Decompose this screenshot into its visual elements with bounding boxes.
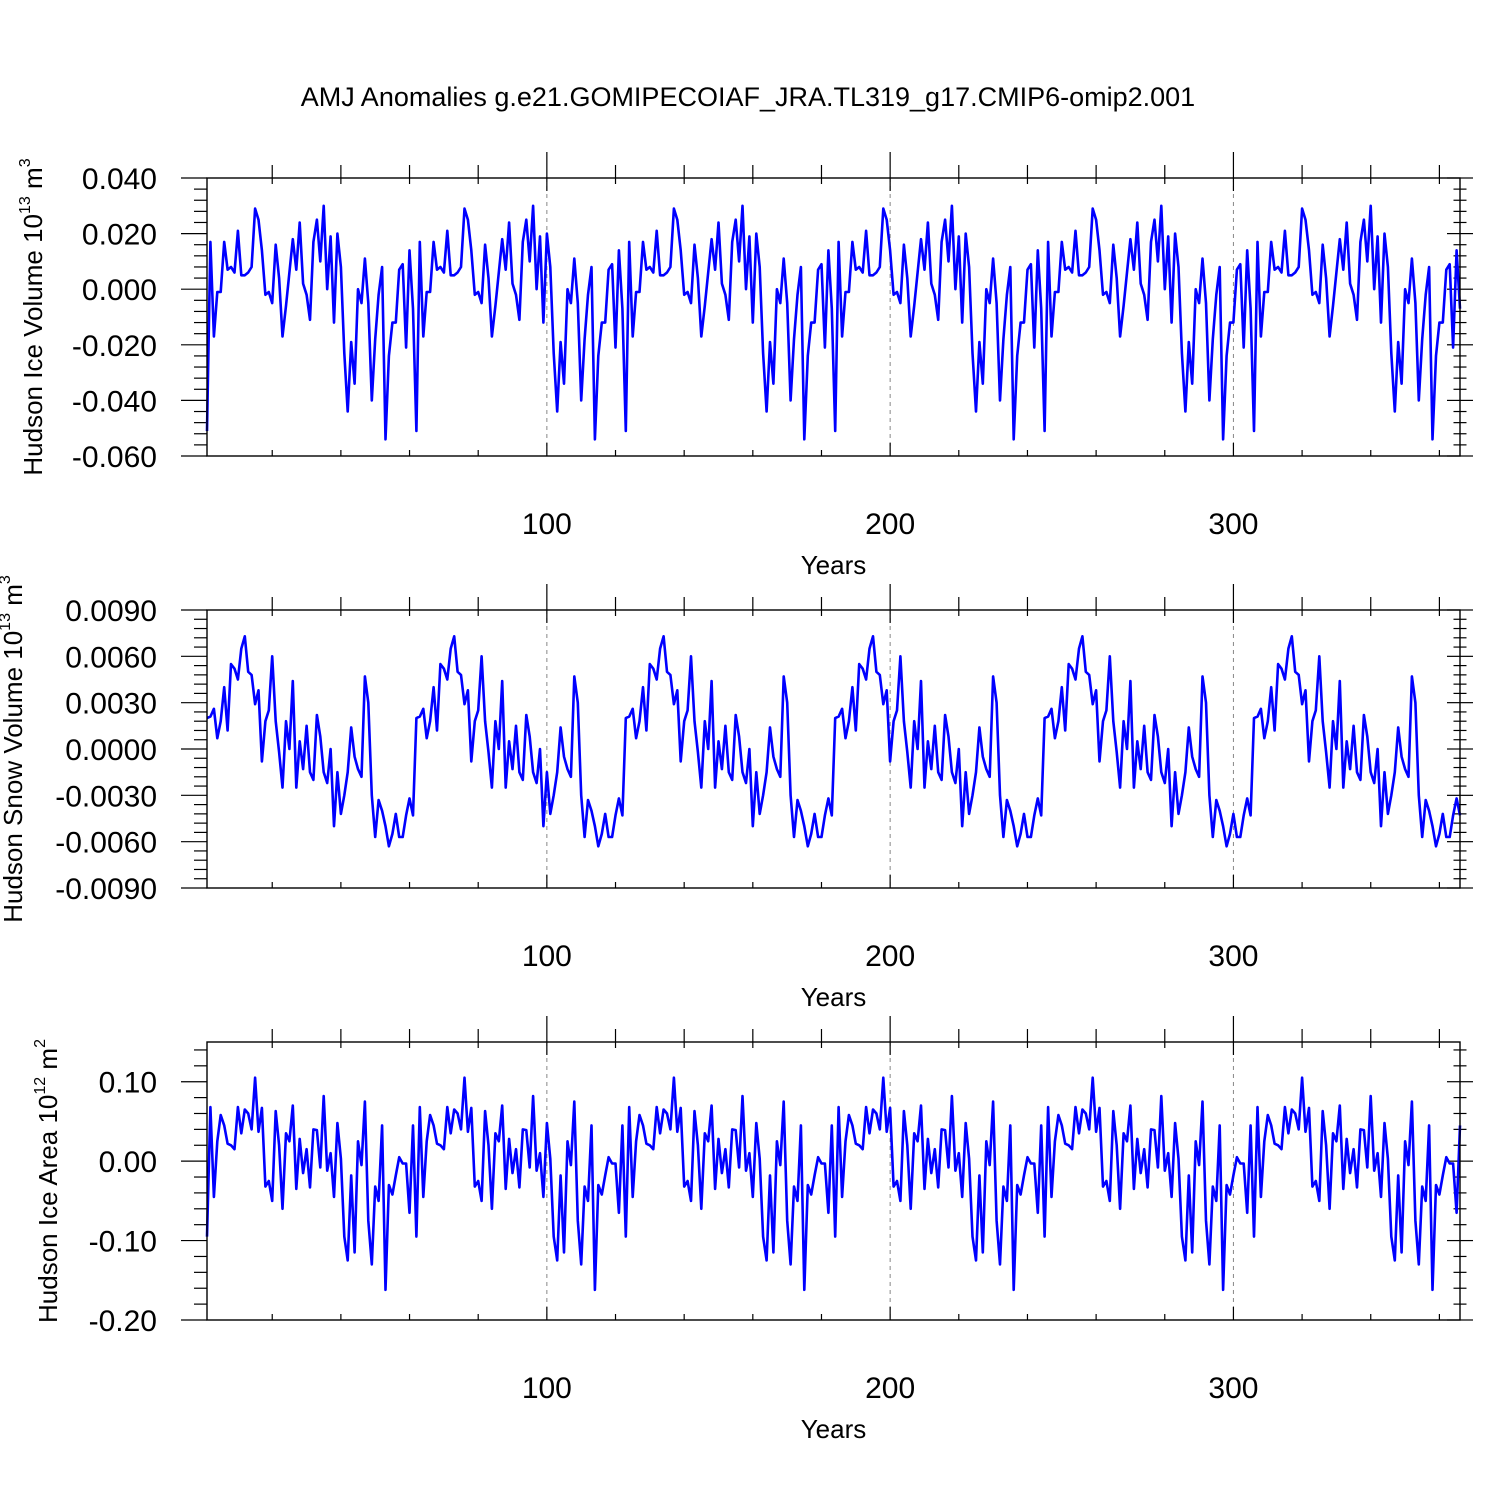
y-tick-label: 0.020: [82, 219, 157, 252]
x-axis-label: Years: [801, 550, 867, 580]
y-axis-label-main: Hudson Ice Volume 10: [18, 214, 48, 476]
plot-frame: [206, 609, 1461, 889]
y-axis-label: Hudson Ice Volume 1013 m3: [17, 158, 48, 475]
x-axis-label: Years: [801, 1414, 867, 1444]
y-tick-label: 0.00: [99, 1146, 157, 1179]
x-tick-label: 200: [865, 1372, 915, 1405]
y-tick-label: 0.0090: [65, 595, 157, 628]
y-axis-label-unit-exponent: 3: [0, 575, 14, 584]
x-tick-label: 300: [1208, 508, 1258, 541]
y-axis-label-exponent: 13: [0, 613, 14, 631]
y-tick-label: -0.0090: [55, 873, 157, 906]
y-axis-label-unit-exponent: 2: [32, 1039, 49, 1048]
chart-panel-2: -0.0090 -0.0060 -0.0030 0.0000 0.0030 0.0060 0…: [0, 575, 1473, 1012]
y-axis-label-main: Hudson Ice Area 10: [33, 1095, 63, 1323]
series-line: [205, 204, 1462, 441]
chart-title: AMJ Anomalies g.e21.GOMIPECOIAF_JRA.TL31…: [301, 82, 1195, 112]
y-axis-label-unit-exponent: 3: [17, 158, 34, 167]
y-axis-label-exponent: 13: [17, 196, 34, 214]
y-axis-label: Hudson Ice Area 1012 m2: [32, 1039, 63, 1323]
x-tick-label: 200: [865, 940, 915, 973]
y-tick-label: -0.20: [89, 1305, 157, 1338]
y-axis-label: Hudson Snow Volume 1013 m3: [0, 575, 28, 923]
plot-frame: [206, 177, 1461, 457]
y-tick-label: -0.0030: [55, 780, 157, 813]
y-tick-label: 0.0000: [65, 734, 157, 767]
y-axis-label-unit: m: [33, 1048, 63, 1077]
y-axis-label-exponent: 12: [32, 1077, 49, 1095]
x-tick-label: 100: [522, 508, 572, 541]
x-axis-label: Years: [801, 982, 867, 1012]
y-tick-label: 0.0030: [65, 688, 157, 721]
y-axis-label-main: Hudson Snow Volume 10: [0, 631, 28, 923]
y-tick-label: 0.10: [99, 1067, 157, 1100]
y-tick-label: -0.040: [72, 385, 157, 418]
x-tick-label: 100: [522, 940, 572, 973]
y-tick-label: -0.0060: [55, 827, 157, 860]
y-axis-label-unit: m: [18, 167, 48, 196]
y-tick-label: 0.040: [82, 163, 157, 196]
y-tick-label: -0.060: [72, 441, 157, 474]
x-tick-label: 100: [522, 1372, 572, 1405]
y-axis-label-unit: m: [0, 584, 28, 613]
x-tick-label: 200: [865, 508, 915, 541]
x-tick-label: 300: [1208, 1372, 1258, 1405]
y-tick-label: 0.0060: [65, 641, 157, 674]
series-line: [205, 1076, 1462, 1292]
y-tick-label: 0.000: [82, 274, 157, 307]
chart-panel-3: -0.20 -0.10 0.00 0.10 100 200 300 Years Hudson I…: [32, 1016, 1473, 1444]
plot-frame: [206, 1041, 1461, 1321]
x-tick-label: 300: [1208, 940, 1258, 973]
chart-panel-1: -0.060 -0.040 -0.020 0.000 0.020 0.040 100 200 3…: [17, 152, 1473, 580]
y-tick-label: -0.10: [89, 1226, 157, 1259]
series-line: [206, 634, 1462, 848]
y-tick-label: -0.020: [72, 330, 157, 363]
